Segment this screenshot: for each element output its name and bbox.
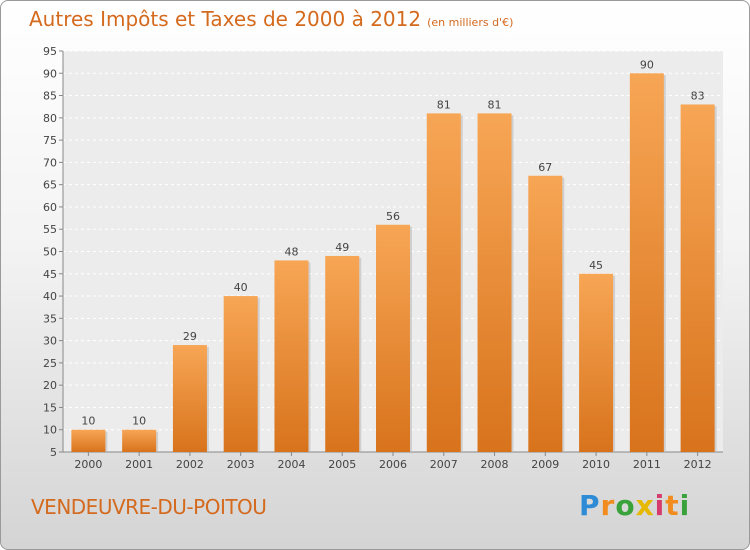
x-tick-label: 2008	[481, 458, 509, 471]
bar	[629, 73, 664, 453]
y-tick-label: 55	[43, 223, 57, 236]
y-tick-label: 75	[43, 134, 57, 147]
x-tick-label: 2011	[633, 458, 661, 471]
bar-value-label: 48	[284, 245, 298, 258]
y-tick-label: 10	[43, 424, 57, 437]
bar-value-label: 49	[335, 241, 349, 254]
x-tick-label: 2004	[277, 458, 305, 471]
logo-letter: P	[579, 489, 601, 522]
bar	[223, 296, 258, 452]
value-labels: 10 10 29 40 48 49 56 81 81 67 45 90 83	[81, 58, 704, 427]
bar-value-label: 67	[538, 161, 552, 174]
x-tick-label: 2005	[328, 458, 356, 471]
bar-value-label: 83	[691, 89, 705, 102]
bar	[122, 429, 157, 452]
bar	[528, 175, 563, 452]
y-tick-label: 40	[43, 290, 57, 303]
logo-letter: i	[654, 489, 666, 522]
bar-value-label: 29	[183, 330, 197, 343]
y-tick-label: 25	[43, 357, 57, 370]
logo-letter: x	[635, 489, 655, 522]
chart-subtitle: (en milliers d'€)	[427, 16, 514, 29]
bar-value-label: 10	[132, 415, 146, 428]
commune-name: VENDEUVRE-DU-POITOU	[31, 495, 267, 519]
x-tick-label: 2002	[176, 458, 204, 471]
bar	[426, 113, 461, 452]
logo-letter: i	[679, 489, 691, 522]
x-tick-label: 2000	[74, 458, 102, 471]
bar-value-label: 56	[386, 210, 400, 223]
bar-value-label: 10	[81, 415, 95, 428]
y-tick-label: 60	[43, 201, 57, 214]
x-tick-label: 2001	[125, 458, 153, 471]
y-tick-label: 5	[50, 446, 57, 459]
y-tick-label: 90	[43, 67, 57, 80]
y-tick-label: 35	[43, 312, 57, 325]
x-tick-label: 2010	[582, 458, 610, 471]
bar-value-label: 45	[589, 259, 603, 272]
x-axis-labels: 2000 2001 2002 2003 2004 2005 2006 2007 2008 2009…	[74, 452, 712, 471]
logo-letter: t	[665, 489, 680, 522]
y-tick-label: 50	[43, 246, 57, 259]
bar-value-label: 81	[488, 98, 502, 111]
logo-letter: o	[615, 489, 636, 522]
y-tick-label: 20	[43, 379, 57, 392]
chart-title-text: Autres Impôts et Taxes de 2000 à 2012	[29, 7, 422, 31]
bar-value-label: 81	[437, 98, 451, 111]
bar-value-label: 40	[234, 281, 248, 294]
bar	[172, 345, 207, 452]
y-tick-label: 30	[43, 335, 57, 348]
bar	[680, 104, 715, 452]
bar	[71, 429, 106, 452]
bar	[376, 224, 410, 452]
chart-title: Autres Impôts et Taxes de 2000 à 2012 (en…	[29, 7, 513, 31]
proxiti-logo: Proxiti	[579, 489, 690, 522]
y-tick-label: 95	[43, 45, 57, 58]
x-tick-label: 2006	[379, 458, 407, 471]
x-tick-label: 2009	[531, 458, 559, 471]
bars	[71, 73, 717, 453]
x-tick-label: 2007	[430, 458, 458, 471]
x-tick-label: 2003	[227, 458, 255, 471]
x-tick-label: 2012	[684, 458, 712, 471]
bar-value-label: 90	[640, 58, 654, 71]
y-tick-label: 15	[43, 401, 57, 414]
y-tick-label: 70	[43, 156, 57, 169]
logo-letter: r	[600, 489, 616, 522]
y-tick-label: 65	[43, 179, 57, 192]
bar	[325, 255, 360, 452]
y-tick-label: 85	[43, 90, 57, 103]
y-tick-label: 45	[43, 268, 57, 281]
bar	[579, 273, 614, 452]
y-tick-label: 80	[43, 112, 57, 125]
bar	[477, 113, 512, 452]
bar	[274, 260, 309, 452]
